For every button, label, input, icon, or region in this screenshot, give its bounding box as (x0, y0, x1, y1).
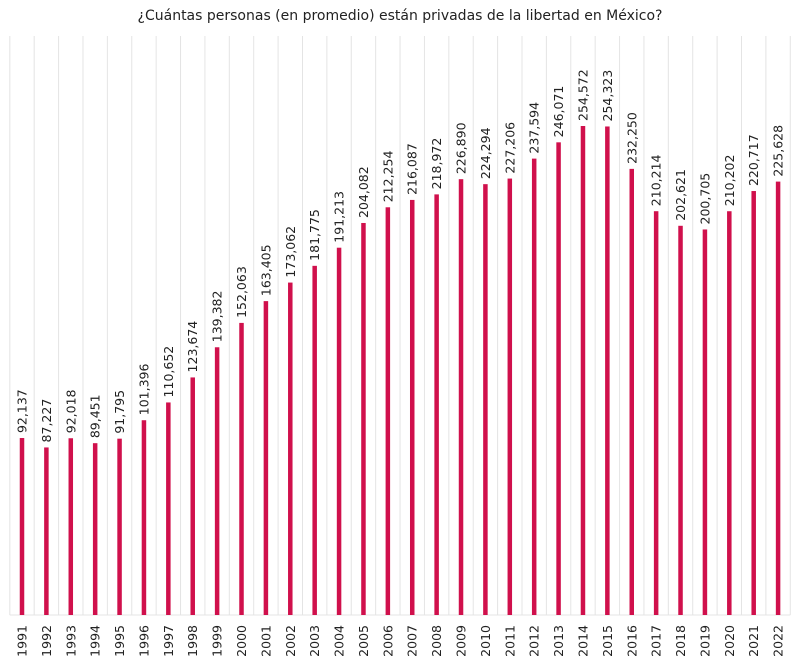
bar-1999 (214, 347, 220, 615)
x-tick-2002: 2002 (283, 625, 298, 657)
x-tick-2004: 2004 (332, 625, 347, 657)
x-tick-2005: 2005 (356, 625, 371, 657)
x-tick-1995: 1995 (112, 625, 127, 657)
data-label-2021: 220,717 (746, 134, 761, 186)
bar-2009 (458, 179, 464, 615)
bar-2022 (775, 181, 781, 615)
bar-2008 (434, 194, 439, 616)
x-tick-2006: 2006 (380, 625, 395, 657)
data-label-2015: 254,323 (600, 70, 615, 122)
bar-1994 (92, 443, 98, 615)
bar-2012 (531, 158, 537, 615)
x-tick-2008: 2008 (429, 625, 444, 657)
bar-2000 (239, 322, 244, 615)
bar-2020 (727, 211, 732, 615)
bar-2019 (702, 229, 708, 615)
x-tick-1991: 1991 (15, 625, 30, 657)
bar-2016 (629, 168, 634, 615)
x-tick-2016: 2016 (624, 625, 639, 657)
bar-2017 (653, 211, 659, 615)
x-tick-1992: 1992 (39, 625, 54, 657)
x-tick-2007: 2007 (405, 625, 420, 657)
x-tick-2021: 2021 (746, 625, 761, 657)
data-label-2010: 224,294 (478, 127, 493, 179)
data-label-2007: 216,087 (405, 143, 420, 195)
bar-1992 (44, 447, 49, 615)
x-tick-2014: 2014 (575, 625, 590, 657)
data-label-2008: 218,972 (429, 138, 444, 190)
bar-2018 (678, 225, 683, 615)
data-label-1991: 92,137 (15, 389, 30, 433)
x-tick-1994: 1994 (88, 625, 103, 657)
data-label-2009: 226,890 (454, 122, 469, 174)
data-label-2012: 237,594 (527, 102, 542, 154)
data-label-1994: 89,451 (88, 394, 103, 438)
data-label-1993: 92,018 (63, 389, 78, 433)
data-label-2011: 227,206 (502, 122, 517, 174)
data-label-1996: 101,396 (136, 363, 151, 415)
x-tick-2017: 2017 (649, 625, 664, 657)
bar-1996 (141, 420, 147, 615)
x-tick-2010: 2010 (478, 625, 493, 657)
bar-2003 (312, 265, 317, 615)
bar-2015 (605, 126, 610, 615)
x-tick-2001: 2001 (258, 625, 273, 657)
data-label-2017: 210,214 (649, 154, 664, 206)
data-label-2020: 210,202 (722, 155, 737, 207)
data-label-1992: 87,227 (39, 399, 54, 443)
data-label-2000: 152,063 (234, 266, 249, 318)
data-label-1997: 110,652 (161, 346, 176, 398)
data-label-2013: 246,071 (551, 86, 566, 138)
bar-2004 (336, 247, 342, 615)
bar-1998 (190, 377, 195, 615)
bar-2014 (580, 126, 586, 615)
data-label-2016: 232,250 (624, 112, 639, 164)
data-label-1995: 91,795 (112, 390, 127, 434)
x-tick-1997: 1997 (161, 625, 176, 657)
bar-2005 (361, 222, 366, 615)
x-tick-2022: 2022 (771, 625, 786, 657)
bar-1995 (117, 438, 122, 615)
x-tick-1993: 1993 (63, 625, 78, 657)
x-tick-1999: 1999 (210, 625, 225, 657)
data-label-2018: 202,621 (673, 169, 688, 221)
data-label-2022: 225,628 (771, 125, 786, 177)
bar-2007 (409, 199, 415, 615)
x-tick-2020: 2020 (722, 625, 737, 657)
bar-2001 (263, 301, 269, 615)
bar-2021 (751, 191, 756, 615)
bar-2010 (483, 184, 488, 615)
bar-1993 (68, 438, 74, 615)
x-tick-2012: 2012 (527, 625, 542, 657)
data-label-2006: 212,254 (380, 151, 395, 203)
data-label-2001: 163,405 (258, 244, 273, 296)
x-tick-2011: 2011 (502, 625, 517, 657)
data-label-2004: 191,213 (332, 191, 347, 243)
data-label-2014: 254,572 (575, 69, 590, 121)
x-tick-2003: 2003 (307, 625, 322, 657)
x-tick-2000: 2000 (234, 625, 249, 657)
bar-2011 (507, 178, 513, 615)
x-tick-2015: 2015 (600, 625, 615, 657)
x-tick-2019: 2019 (697, 625, 712, 657)
bar-2013 (556, 142, 561, 615)
data-label-2019: 200,705 (697, 173, 712, 225)
x-tick-1996: 1996 (136, 625, 151, 657)
data-label-2002: 173,062 (283, 226, 298, 278)
x-tick-2013: 2013 (551, 625, 566, 657)
x-tick-2018: 2018 (673, 625, 688, 657)
data-label-2003: 181,775 (307, 209, 322, 261)
bar-2006 (385, 207, 391, 616)
chart-title: ¿Cuántas personas (en promedio) están pr… (137, 8, 663, 24)
bar-2002 (288, 282, 293, 615)
x-tick-2009: 2009 (454, 625, 469, 657)
data-label-2005: 204,082 (356, 166, 371, 218)
data-label-1998: 123,674 (185, 321, 200, 373)
bar-1991 (19, 438, 25, 615)
x-tick-1998: 1998 (185, 625, 200, 657)
data-label-1999: 139,382 (210, 291, 225, 343)
bar-1997 (166, 402, 171, 615)
